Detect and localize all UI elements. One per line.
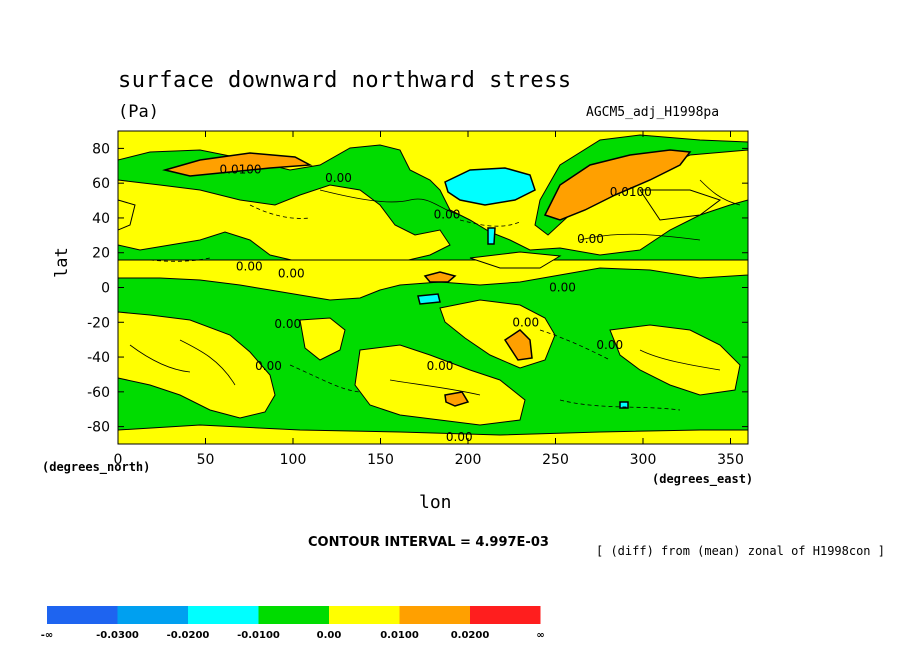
- contour-labels: 0.0100 0.00 0.00 0.0100 0.00 0.00 0.00 0.00 0.00…: [220, 162, 652, 444]
- negative-contour-lines: [149, 204, 681, 411]
- contour-label: 0.00: [274, 317, 301, 331]
- x-axis: 0 50 100 150 200 250 300 350: [114, 131, 744, 468]
- x-tick-label: 100: [280, 452, 307, 468]
- contour-label: 0.00: [446, 430, 473, 444]
- contour-label: 0.00: [577, 232, 604, 246]
- colorbar-swatch: [188, 606, 259, 624]
- y-tick-label: -80: [87, 420, 110, 436]
- x-tick-label: 150: [367, 452, 394, 468]
- colorbar-label: ∞: [536, 630, 544, 641]
- colorbar-swatch: [117, 606, 188, 624]
- contour-label: 0.0100: [220, 162, 262, 176]
- contour-label: 0.00: [427, 359, 454, 373]
- contour-label: 0.00: [434, 207, 461, 221]
- x-tick-label: 200: [455, 452, 482, 468]
- contour-label: 0.00: [236, 260, 263, 274]
- y-tick-label: -20: [87, 315, 110, 331]
- y-tick-label: 80: [92, 141, 110, 157]
- colorbar-label: 0.0100: [380, 630, 419, 641]
- contour-label: 0.00: [325, 171, 352, 185]
- contour-label: 0.00: [255, 359, 282, 373]
- colorbar-label: -0.0300: [96, 630, 139, 641]
- colorbar-swatch: [399, 606, 470, 624]
- y-tick-label: 60: [92, 176, 110, 192]
- map-field: [118, 131, 748, 444]
- colorbar-label: -∞: [41, 630, 53, 641]
- contour-label: 0.00: [278, 267, 305, 281]
- x-tick-label: 0: [114, 452, 123, 468]
- y-axis-unit: (degrees_north): [42, 460, 151, 474]
- colorbar-label: -0.0100: [237, 630, 280, 641]
- colorbar-swatch: [329, 606, 400, 624]
- y-tick-label: 40: [92, 211, 110, 227]
- colorbar-swatch: [258, 606, 329, 624]
- x-axis-label: lon: [419, 492, 452, 513]
- contour-label: 0.00: [596, 338, 623, 352]
- x-tick-label: 350: [717, 452, 744, 468]
- x-axis-unit: (degrees_east): [652, 472, 754, 486]
- chart-units: (Pa): [118, 102, 159, 122]
- colorbar-label: -0.0200: [167, 630, 210, 641]
- colorbar-label: 0.0200: [451, 630, 490, 641]
- colorbar-swatch: [470, 606, 541, 624]
- contour-interval: CONTOUR INTERVAL = 4.997E-03: [308, 535, 549, 550]
- colorbar: -∞ -0.0300 -0.0200 -0.0100 0.00 0.0100 0.0200 ∞: [41, 606, 545, 641]
- difference-note: [ (diff) from (mean) zonal of H1998con ]: [596, 544, 885, 558]
- y-tick-label: 20: [92, 246, 110, 262]
- y-tick-label: -60: [87, 385, 110, 401]
- y-axis: -80 -60 -40 -20 0 20 40 60 80: [87, 141, 748, 436]
- colorbar-swatch: [47, 606, 118, 624]
- contour-label: 0.0100: [610, 185, 652, 199]
- x-tick-label: 50: [197, 452, 215, 468]
- colorbar-label: 0.00: [317, 630, 342, 641]
- y-tick-label: -40: [87, 350, 110, 366]
- source-label: AGCM5_adj_H1998pa: [586, 105, 720, 120]
- contour-label: 0.00: [512, 315, 539, 329]
- strong-positive-regions: [162, 149, 692, 407]
- negative-regions: [417, 167, 629, 409]
- x-tick-label: 300: [630, 452, 657, 468]
- x-tick-label: 250: [542, 452, 569, 468]
- y-tick-label: 0: [101, 281, 110, 297]
- contour-lines: [129, 179, 741, 396]
- chart-title: surface downward northward stress: [118, 68, 572, 93]
- contour-label: 0.00: [549, 281, 576, 295]
